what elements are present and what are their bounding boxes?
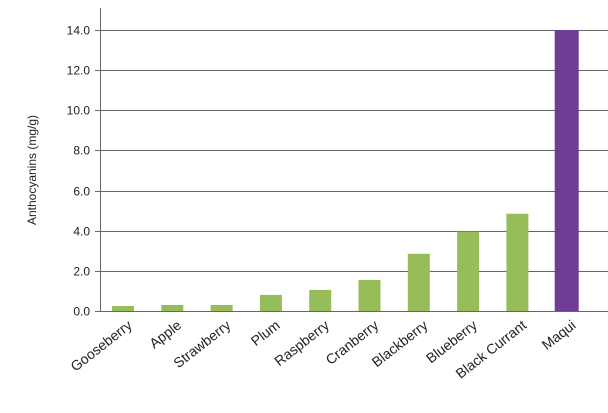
axes <box>95 8 608 313</box>
y-tick-label: 2.0 <box>73 265 90 279</box>
bar-gooseberry <box>112 306 134 311</box>
y-tick-label: 12.0 <box>67 64 91 78</box>
bar-apple <box>161 305 184 311</box>
x-category-label: Apple <box>146 317 184 352</box>
y-tick-labels: 0.0 2.0 4.0 6.0 8.0 10.0 12.0 14.0 <box>67 24 91 319</box>
bar-cranberry <box>358 279 381 311</box>
y-tick-label: 6.0 <box>73 185 90 199</box>
x-category-label: Maqui <box>539 317 579 353</box>
y-tick-label: 8.0 <box>73 144 90 158</box>
gridlines <box>100 29 608 273</box>
bars <box>112 30 579 311</box>
bar-raspberry <box>309 289 332 311</box>
y-axis-title: Anthocyanins (mg/g) <box>25 115 39 225</box>
y-tick-label: 0.0 <box>73 305 90 319</box>
x-category-label: Gooseberry <box>67 317 134 375</box>
y-tick-label: 10.0 <box>67 104 91 118</box>
x-category-label: Blackberry <box>369 317 431 370</box>
y-tick-label: 14.0 <box>67 24 91 38</box>
x-category-label: Raspberry <box>271 317 332 369</box>
x-category-label: Plum <box>248 317 283 349</box>
bar-strawberry <box>210 305 233 311</box>
y-tick-label: 4.0 <box>73 225 90 239</box>
bar-maqui <box>554 30 579 311</box>
bar-black-currant <box>506 213 529 311</box>
bar-plum <box>259 294 282 311</box>
bar-blueberry <box>457 231 480 311</box>
bar-blackberry <box>407 253 430 311</box>
